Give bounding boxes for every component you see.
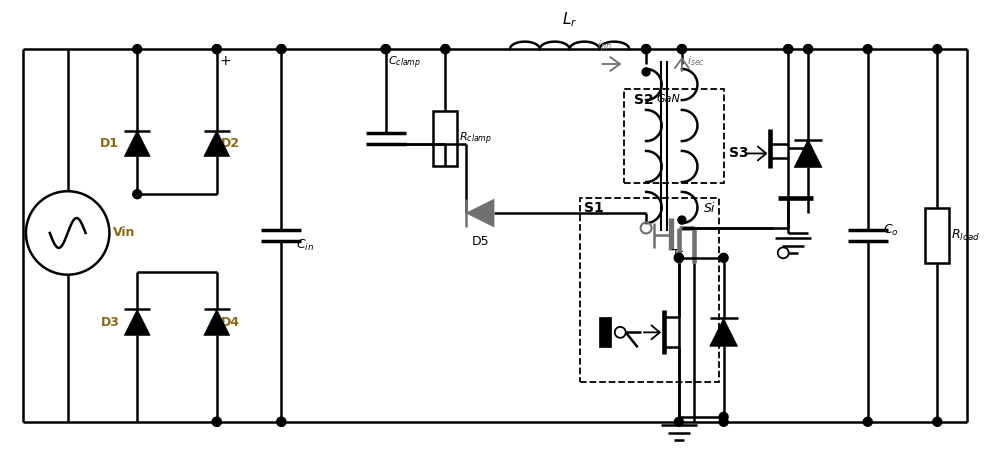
Circle shape xyxy=(381,45,390,53)
Circle shape xyxy=(863,417,872,426)
Circle shape xyxy=(212,417,221,426)
Circle shape xyxy=(677,45,686,53)
Text: $R_{load}$: $R_{load}$ xyxy=(951,228,981,243)
Polygon shape xyxy=(124,309,150,335)
Circle shape xyxy=(677,45,686,53)
Polygon shape xyxy=(794,140,822,167)
Polygon shape xyxy=(204,309,230,335)
Circle shape xyxy=(678,216,686,224)
Text: $R_{clamp}$: $R_{clamp}$ xyxy=(459,130,492,147)
Circle shape xyxy=(804,45,813,53)
Text: $C_{clamp}$: $C_{clamp}$ xyxy=(388,55,421,72)
Bar xyxy=(624,89,724,183)
Circle shape xyxy=(719,253,728,262)
Text: Si: Si xyxy=(704,202,716,215)
Text: D4: D4 xyxy=(221,316,240,329)
Polygon shape xyxy=(466,199,494,227)
Circle shape xyxy=(642,45,651,53)
Text: S3: S3 xyxy=(729,146,748,160)
Text: $i_{pri}$: $i_{pri}$ xyxy=(597,39,612,55)
Circle shape xyxy=(212,45,221,53)
Circle shape xyxy=(133,190,142,199)
Circle shape xyxy=(441,45,450,53)
Circle shape xyxy=(381,45,390,53)
Bar xyxy=(433,111,457,166)
Circle shape xyxy=(784,45,793,53)
Bar xyxy=(580,198,719,382)
Circle shape xyxy=(642,68,650,76)
Circle shape xyxy=(674,253,683,262)
Text: GaN: GaN xyxy=(656,94,680,104)
Polygon shape xyxy=(124,130,150,156)
Text: D5: D5 xyxy=(471,235,489,248)
Circle shape xyxy=(719,412,728,421)
Circle shape xyxy=(212,417,221,426)
Text: +: + xyxy=(220,54,231,68)
Circle shape xyxy=(277,45,286,53)
Circle shape xyxy=(133,45,142,53)
Circle shape xyxy=(933,45,942,53)
Polygon shape xyxy=(710,318,738,346)
Circle shape xyxy=(674,253,683,262)
Text: D2: D2 xyxy=(221,137,240,150)
Bar xyxy=(599,318,611,347)
Circle shape xyxy=(277,417,286,426)
Circle shape xyxy=(719,417,728,426)
Text: $i_{sec}$: $i_{sec}$ xyxy=(687,54,705,68)
Circle shape xyxy=(277,45,286,53)
Circle shape xyxy=(933,417,942,426)
Circle shape xyxy=(863,45,872,53)
Text: Tr: Tr xyxy=(672,248,683,261)
Polygon shape xyxy=(204,130,230,156)
Circle shape xyxy=(784,45,793,53)
Text: $C_{in}$: $C_{in}$ xyxy=(296,238,314,253)
Text: D3: D3 xyxy=(100,316,119,329)
Text: S1: S1 xyxy=(584,201,604,215)
Circle shape xyxy=(441,45,450,53)
Circle shape xyxy=(804,45,813,53)
Circle shape xyxy=(674,417,683,426)
Circle shape xyxy=(277,417,286,426)
Text: $L_r$: $L_r$ xyxy=(562,10,577,29)
Circle shape xyxy=(212,45,221,53)
Circle shape xyxy=(642,45,651,53)
Text: D1: D1 xyxy=(100,137,119,150)
Text: Vin: Vin xyxy=(113,226,136,240)
Text: S2: S2 xyxy=(634,93,654,107)
Bar xyxy=(925,207,949,263)
Text: $C_o$: $C_o$ xyxy=(883,223,898,238)
